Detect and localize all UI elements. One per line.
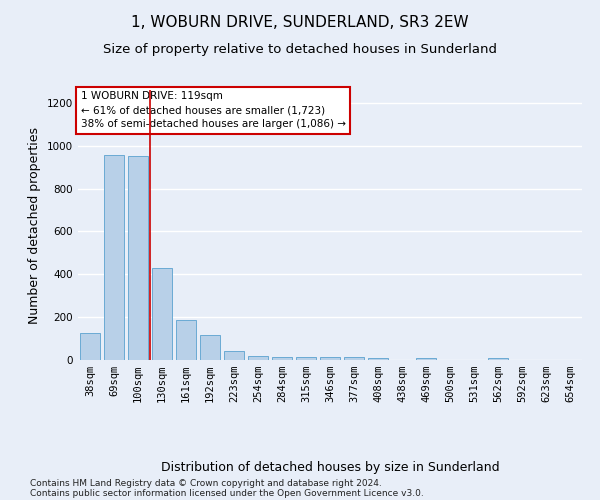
Text: 1 WOBURN DRIVE: 119sqm
← 61% of detached houses are smaller (1,723)
38% of semi-: 1 WOBURN DRIVE: 119sqm ← 61% of detached… (80, 92, 346, 130)
Bar (416, 358, 436, 360)
Bar (488, 358, 508, 360)
Bar (80, 333, 100, 360)
Bar (152, 268, 172, 360)
Bar (128, 156, 148, 360)
Y-axis label: Number of detached properties: Number of detached properties (28, 126, 41, 324)
Text: Contains public sector information licensed under the Open Government Licence v3: Contains public sector information licen… (30, 488, 424, 498)
Text: 1, WOBURN DRIVE, SUNDERLAND, SR3 2EW: 1, WOBURN DRIVE, SUNDERLAND, SR3 2EW (131, 15, 469, 30)
Text: Contains HM Land Registry data © Crown copyright and database right 2024.: Contains HM Land Registry data © Crown c… (30, 478, 382, 488)
Bar (104, 156, 124, 360)
Bar (176, 320, 196, 360)
Bar (320, 358, 340, 360)
Bar (368, 358, 388, 360)
Text: Size of property relative to detached houses in Sunderland: Size of property relative to detached ho… (103, 42, 497, 56)
Bar (344, 358, 364, 360)
Bar (272, 358, 292, 360)
Bar (296, 358, 316, 360)
Bar (200, 336, 220, 360)
Text: Distribution of detached houses by size in Sunderland: Distribution of detached houses by size … (161, 461, 499, 474)
Bar (248, 356, 268, 360)
Bar (224, 351, 244, 360)
